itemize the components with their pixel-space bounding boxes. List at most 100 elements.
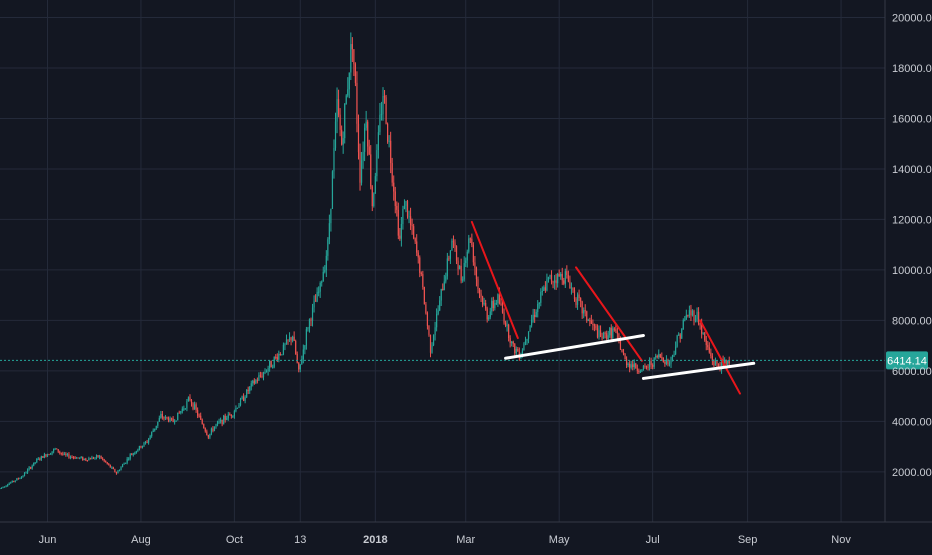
candle-body	[319, 282, 321, 292]
candle-body	[523, 343, 525, 351]
candle-body	[121, 464, 124, 468]
candle-body	[36, 459, 38, 463]
candle-body	[629, 363, 631, 368]
y-axis[interactable]: 2000.00 4000.00 6000.00 8000.00 10000.00 1200…	[884, 0, 932, 522]
candle-body	[327, 239, 329, 256]
candle-body	[261, 375, 263, 377]
candle-body	[671, 355, 674, 358]
candle-body	[105, 460, 107, 463]
x-tick-label: Aug	[131, 534, 151, 546]
candle-body	[22, 475, 24, 478]
candle-body	[656, 356, 658, 358]
x-axis[interactable]: Jun Aug Oct 13 2018 Mar May Jul Sep Nov	[0, 521, 932, 546]
candle-body	[292, 336, 294, 341]
candle-body	[344, 103, 346, 139]
candle-body	[308, 319, 311, 329]
candle-body	[26, 469, 29, 473]
candle-body	[455, 246, 458, 261]
candle-body	[725, 359, 727, 365]
candle-body	[541, 290, 543, 292]
candle-body	[69, 456, 72, 458]
candle-body	[48, 454, 50, 456]
candle-body	[728, 361, 730, 364]
red-trendline[interactable]	[575, 266, 643, 362]
candle-body	[471, 238, 473, 246]
candle-body	[239, 399, 242, 406]
candle-body	[558, 274, 560, 277]
candle-body	[209, 433, 211, 438]
candle-body	[318, 291, 320, 293]
candle-body	[636, 368, 638, 371]
candle-body	[267, 367, 269, 372]
candle-body	[468, 238, 470, 252]
candle-body	[704, 332, 706, 341]
red-trendline[interactable]	[699, 319, 741, 395]
candle-body	[529, 325, 531, 332]
candle-body	[697, 311, 700, 325]
candle-body	[46, 454, 49, 457]
candle-body	[489, 311, 491, 318]
candle-body	[224, 415, 226, 420]
candle-body	[287, 339, 289, 341]
candle-body	[388, 140, 390, 142]
candle-body	[244, 397, 246, 401]
candle-body	[495, 303, 497, 305]
candle-body	[451, 240, 453, 251]
candle-body	[164, 416, 167, 419]
candle-body	[68, 454, 70, 458]
candle-body	[322, 271, 324, 282]
candle-body	[463, 263, 465, 280]
candle-body	[160, 413, 162, 419]
candle-body	[371, 186, 373, 207]
candle-body	[235, 407, 237, 412]
candle-body	[198, 415, 200, 417]
candle-body	[442, 288, 444, 291]
candle-body	[393, 182, 395, 192]
candle-body	[647, 366, 649, 368]
candle-body	[419, 257, 421, 273]
candle-body	[229, 414, 231, 416]
y-tick-label: 16000.00	[892, 113, 932, 125]
candle-body	[339, 114, 341, 130]
red-trendline[interactable]	[470, 220, 519, 340]
candle-body	[452, 240, 455, 243]
x-tick-label: Oct	[226, 534, 243, 546]
candle-body	[538, 302, 540, 304]
candle-body	[233, 411, 235, 416]
candle-body	[264, 371, 266, 373]
candle-body	[65, 453, 67, 455]
candle-body	[534, 314, 536, 317]
candle-body	[478, 288, 481, 294]
candle-body	[227, 414, 229, 419]
candle-body	[688, 309, 690, 316]
candle-body	[146, 441, 148, 443]
trendline-layer	[470, 220, 756, 395]
candle-body	[112, 467, 114, 470]
candle-body	[598, 330, 600, 338]
candle-body	[330, 208, 332, 224]
candle-body	[459, 265, 461, 270]
candle-body	[544, 287, 546, 291]
candle-body	[249, 386, 251, 392]
candle-body	[298, 362, 300, 370]
candle-body	[616, 331, 618, 334]
candle-body	[630, 364, 632, 368]
candle-body	[77, 457, 79, 459]
candle-body	[475, 267, 478, 280]
candle-body	[17, 478, 19, 480]
white-trendline[interactable]	[504, 334, 645, 360]
candle-body	[373, 193, 375, 207]
candle-body	[170, 418, 173, 420]
candle-body	[474, 262, 476, 268]
candle-body	[54, 448, 56, 450]
candle-body	[662, 357, 664, 362]
candle-body	[236, 407, 239, 409]
candle-body	[2, 486, 4, 488]
candle-body	[668, 363, 671, 365]
candle-body	[422, 274, 424, 287]
candle-body	[28, 467, 30, 470]
candle-body	[402, 209, 404, 224]
white-trendline[interactable]	[641, 361, 756, 380]
